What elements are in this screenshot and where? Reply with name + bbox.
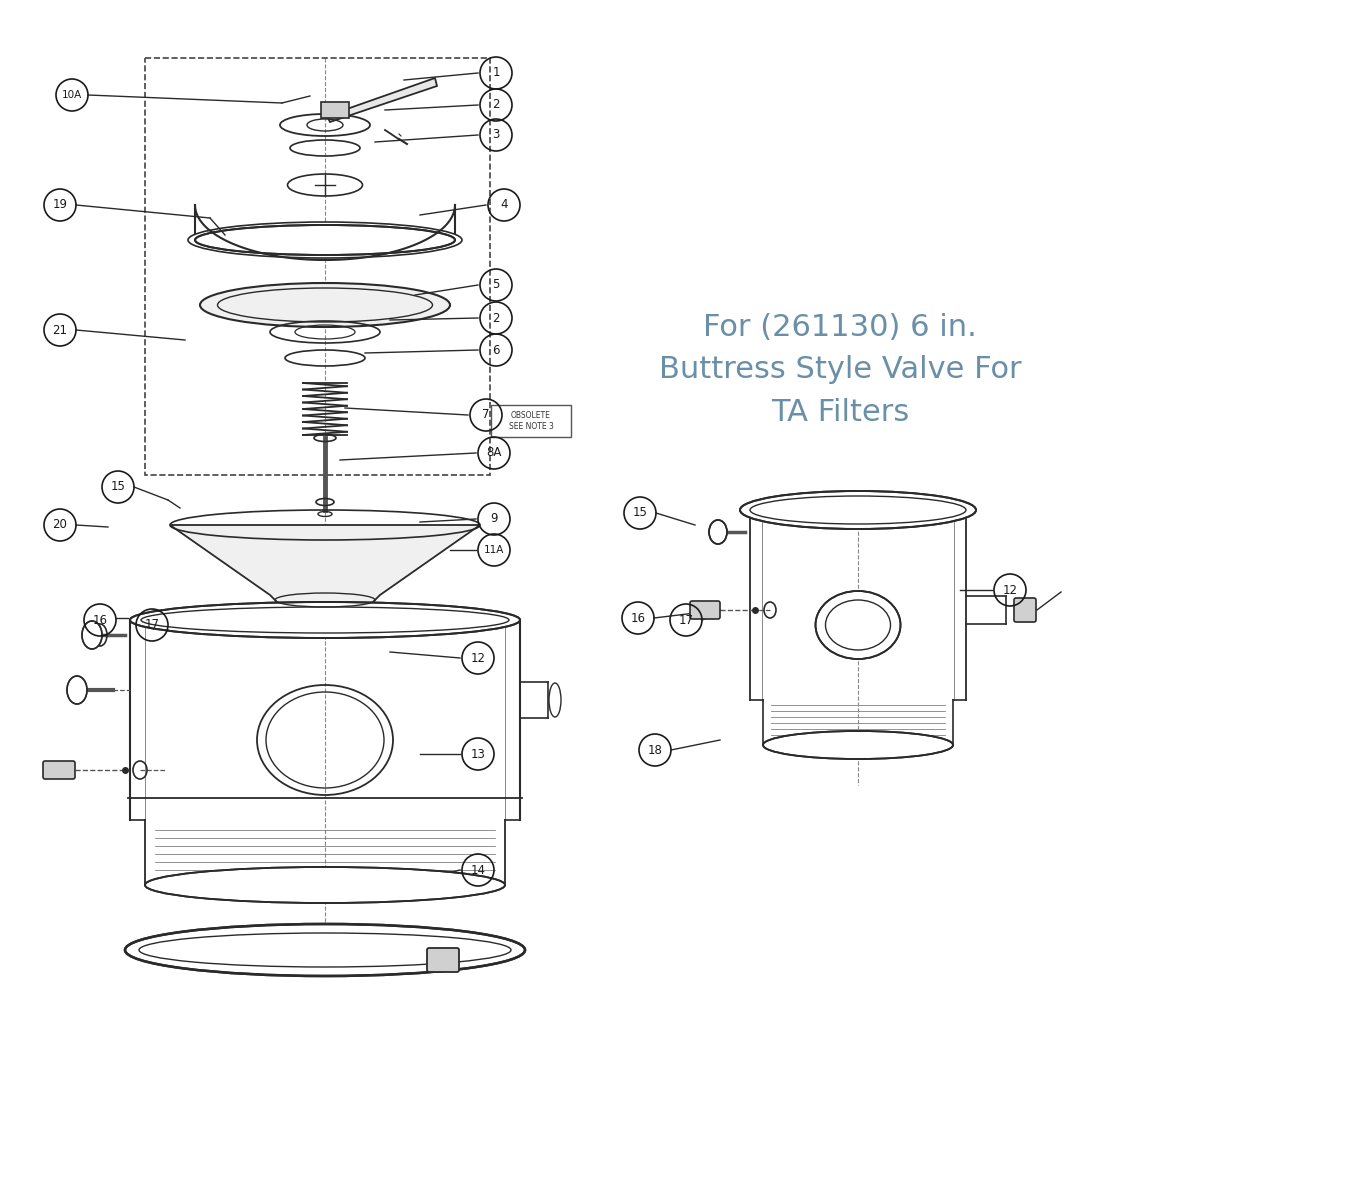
Ellipse shape: [763, 731, 953, 759]
Text: 16: 16: [631, 612, 646, 625]
FancyBboxPatch shape: [44, 760, 75, 779]
Bar: [145, 58, 490, 475]
Text: 9: 9: [490, 513, 498, 526]
FancyBboxPatch shape: [427, 948, 459, 971]
Text: 2: 2: [493, 99, 500, 112]
Text: OBSOLETE
SEE NOTE 3: OBSOLETE SEE NOTE 3: [509, 410, 553, 432]
Text: 18: 18: [647, 744, 662, 757]
Ellipse shape: [740, 490, 976, 529]
Ellipse shape: [130, 602, 520, 638]
Ellipse shape: [188, 222, 461, 258]
Text: 13: 13: [471, 747, 486, 760]
FancyBboxPatch shape: [689, 601, 719, 619]
Text: 3: 3: [493, 129, 500, 141]
Ellipse shape: [67, 676, 87, 704]
Text: 1: 1: [493, 66, 500, 79]
Polygon shape: [171, 525, 480, 605]
Ellipse shape: [126, 924, 526, 976]
Text: 2: 2: [493, 311, 500, 324]
Text: 7: 7: [482, 408, 490, 422]
Text: 20: 20: [53, 519, 67, 532]
Text: 21: 21: [52, 323, 67, 336]
Ellipse shape: [82, 621, 102, 648]
Text: 15: 15: [632, 507, 647, 520]
Ellipse shape: [815, 591, 901, 659]
Text: For (261130) 6 in.
Buttress Style Valve For
TA Filters: For (261130) 6 in. Buttress Style Valve …: [659, 312, 1021, 427]
Text: 10A: 10A: [61, 90, 82, 100]
Text: 4: 4: [500, 198, 508, 211]
Text: 12: 12: [1002, 584, 1017, 597]
Text: 14: 14: [471, 863, 486, 876]
Text: 16: 16: [93, 613, 108, 626]
FancyBboxPatch shape: [491, 406, 571, 437]
Polygon shape: [328, 78, 437, 121]
Ellipse shape: [201, 283, 450, 327]
Text: 5: 5: [493, 278, 500, 291]
Text: 12: 12: [471, 652, 486, 665]
Text: 8A: 8A: [486, 447, 502, 460]
FancyBboxPatch shape: [1014, 598, 1036, 623]
Text: 17: 17: [145, 619, 160, 632]
Bar: [321, 103, 349, 118]
Text: 11A: 11A: [483, 545, 504, 555]
Text: 6: 6: [493, 343, 500, 356]
Ellipse shape: [708, 520, 728, 544]
Text: 15: 15: [111, 481, 126, 494]
Ellipse shape: [145, 867, 505, 903]
Text: 19: 19: [52, 198, 67, 211]
Text: 17: 17: [678, 613, 693, 626]
